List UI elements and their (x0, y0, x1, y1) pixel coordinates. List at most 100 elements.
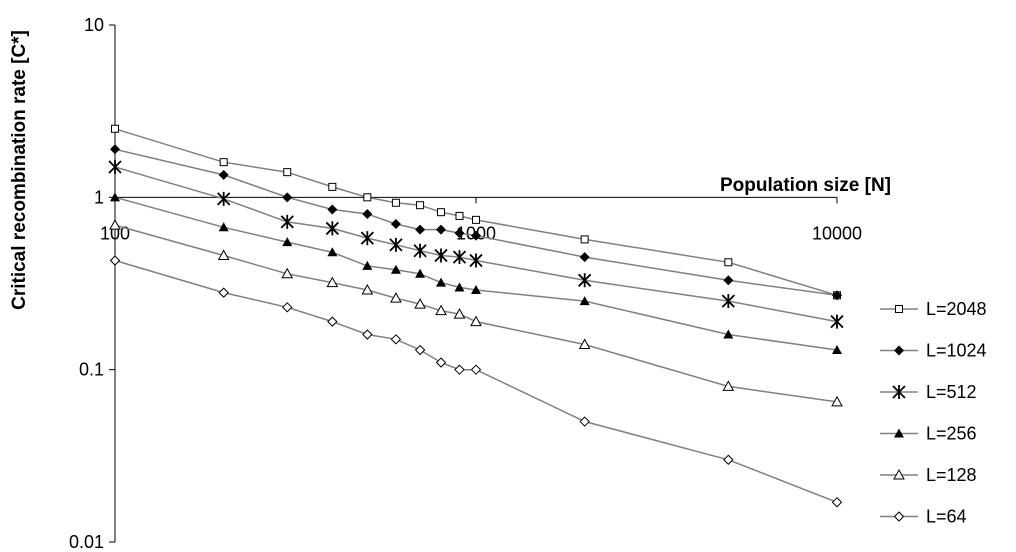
series-l-1024 (110, 144, 842, 301)
data-point (471, 284, 481, 294)
x-axis-title: Population size [N] (720, 175, 891, 196)
data-point (469, 253, 483, 268)
data-point (108, 159, 122, 174)
data-point (454, 282, 465, 292)
legend-item: L=256 (880, 424, 977, 444)
data-point (326, 276, 339, 288)
data-point (470, 315, 482, 327)
data-point (453, 308, 466, 319)
data-point (280, 214, 294, 229)
data-point (360, 231, 374, 246)
series-l-64 (109, 255, 843, 508)
data-point (470, 364, 482, 375)
data-point (415, 268, 426, 278)
data-point (832, 290, 842, 301)
data-point (455, 211, 464, 220)
data-point (362, 260, 373, 270)
data-point (415, 224, 426, 235)
data-point (361, 283, 374, 295)
data-point (723, 329, 734, 339)
data-point (578, 338, 591, 349)
legend-item: L=64 (880, 507, 967, 527)
data-point (413, 243, 427, 258)
series-l-512 (108, 159, 844, 329)
data-point (390, 219, 401, 230)
data-point (389, 237, 403, 252)
data-point (327, 316, 338, 327)
legend-marker (894, 345, 904, 356)
data-point (831, 395, 843, 407)
data-point (390, 292, 402, 303)
y-tick-label: 10 (84, 15, 104, 35)
data-point (363, 193, 372, 202)
legend-item: L=128 (880, 465, 977, 485)
data-point (830, 314, 844, 329)
data-point (454, 228, 465, 239)
data-point (414, 298, 426, 309)
data-point (281, 267, 294, 279)
legend-label: L=1024 (926, 341, 987, 361)
legend-marker (893, 468, 905, 480)
legend-item: L=512 (880, 382, 977, 402)
legend-label: L=256 (926, 424, 977, 444)
data-point (471, 230, 481, 241)
y-tick-label: 0.01 (69, 532, 104, 552)
data-point (723, 275, 734, 286)
data-point (282, 302, 293, 313)
data-point (580, 235, 589, 244)
legend-marker (894, 428, 904, 438)
data-point (436, 224, 447, 235)
data-point (109, 219, 121, 230)
data-point (435, 357, 447, 368)
legend-marker (893, 511, 905, 522)
data-point (434, 248, 448, 263)
data-point (722, 380, 735, 391)
data-point (414, 344, 426, 356)
data-point (110, 144, 120, 155)
legend-marker (895, 305, 903, 313)
data-point (218, 222, 229, 232)
data-point (325, 221, 339, 236)
y-axis-ticks: 10 1 0.1 0.01 (69, 15, 115, 552)
data-point (390, 264, 401, 274)
legend-label: L=128 (926, 465, 977, 485)
data-point (217, 249, 230, 260)
data-point (218, 169, 229, 180)
series-l-2048 (111, 124, 841, 300)
legend-label: L=2048 (926, 299, 987, 319)
data-point (452, 250, 467, 265)
data-point (327, 247, 338, 257)
x-tick-label: 100 (100, 223, 130, 243)
series-l-128 (109, 219, 843, 407)
data-point (390, 334, 402, 345)
series-line (114, 128, 838, 297)
data-point (579, 416, 590, 427)
legend: L=2048 L=1024 L=512 L=256 L=128 L=64 (880, 299, 987, 527)
legend-label: L=512 (926, 382, 977, 402)
y-axis-title: Critical recombination rate [C*] (9, 30, 30, 310)
data-point (110, 192, 120, 202)
legend-marker (892, 385, 906, 399)
data-point (723, 454, 734, 465)
data-point (436, 277, 447, 287)
data-point (832, 345, 842, 355)
data-point (362, 209, 373, 220)
series-l-256 (110, 192, 842, 355)
data-point (437, 208, 446, 217)
y-tick-label: 0.1 (79, 360, 104, 380)
data-point (472, 215, 480, 224)
data-point (579, 296, 590, 306)
y-tick-label: 1 (94, 187, 104, 207)
legend-item: L=2048 (880, 299, 987, 319)
data-point (283, 168, 292, 177)
data-point (282, 192, 293, 203)
x-tick-label: 10000 (812, 223, 862, 243)
series-layer (108, 124, 844, 508)
legend-item: L=1024 (880, 341, 987, 361)
data-point (109, 255, 121, 266)
data-point (219, 158, 228, 167)
data-point (454, 364, 465, 375)
data-point (327, 204, 338, 215)
data-point (111, 124, 119, 133)
